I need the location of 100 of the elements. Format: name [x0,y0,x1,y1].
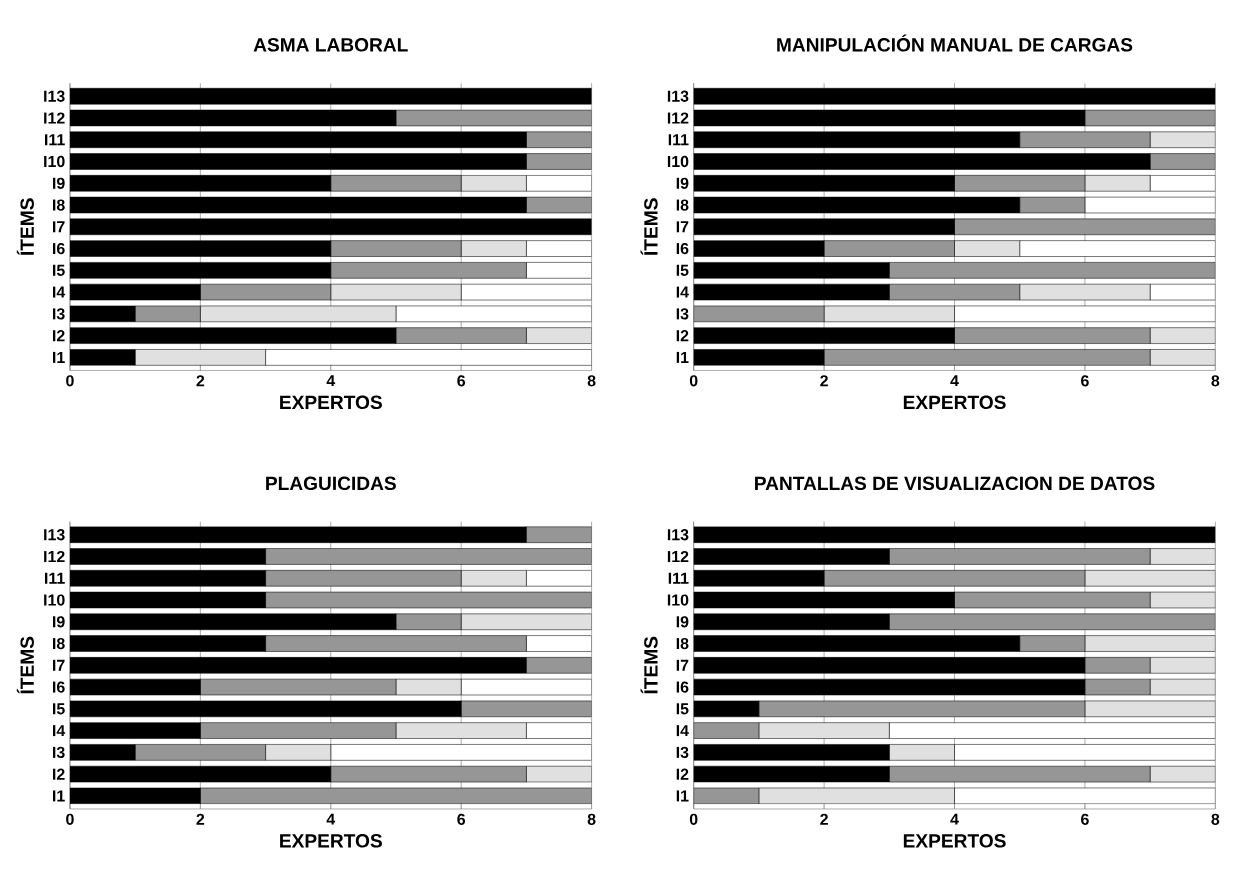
bar [1084,570,1216,587]
bar [823,349,1151,366]
bar [526,327,592,344]
chart-title: PANTALLAS DE VISUALIZACION DE DATOS [755,476,1155,491]
bar [526,657,592,674]
chart-title: MANIPULACIÓN MANUAL DE CARGAS [777,34,1133,52]
y-axis-title: ÍTEMS [640,636,658,694]
y-tick-label: I3 [676,308,689,320]
x-tick-label: 0 [689,375,698,387]
bar [330,744,592,761]
x-tick-label: 4 [326,375,336,387]
y-tick-label: I3 [676,746,689,759]
bar [1149,153,1216,170]
x-tick-label: 4 [326,813,336,825]
bar [889,744,955,761]
bar [1084,657,1151,674]
y-tick-label: I5 [676,264,689,276]
x-tick-label: 0 [66,813,74,825]
bar [134,349,266,366]
bar [1084,678,1151,696]
x-tick-label: 6 [1081,813,1089,825]
bar [758,722,890,739]
y-tick-label: I5 [676,703,689,715]
y-tick-label: I1 [53,351,65,363]
y-tick-label: I12 [44,550,65,563]
y-tick-label: I3 [53,308,65,320]
y-tick-label: I9 [53,616,65,628]
x-tick-label: 8 [587,813,596,825]
y-tick-label: I2 [676,330,689,342]
bar [134,744,266,761]
chart-title: PLAGUICIDAS [266,476,396,491]
y-tick-label: I2 [676,768,689,780]
y-tick-label: I4 [53,286,66,298]
y-tick-label: I11 [668,572,689,584]
y-tick-label: I7 [676,221,689,233]
bar [395,613,462,630]
bar [526,526,592,543]
y-tick-label: I6 [53,242,65,255]
y-tick-label: I13 [667,90,689,102]
bar [1149,131,1216,148]
y-tick-label: I3 [53,746,65,759]
y-tick-label: I10 [44,594,65,606]
bar [1019,131,1151,148]
y-axis-title: ÍTEMS [640,198,658,256]
x-tick-label: 4 [950,813,959,825]
bar [265,635,527,652]
bar [823,570,1086,587]
y-tick-label: I13 [667,529,689,541]
y-tick-label: I4 [676,725,689,737]
y-tick-label: I1 [53,790,65,802]
y-tick-label: I11 [45,134,65,146]
y-tick-label: I6 [676,681,689,693]
y-tick-label: I4 [676,286,689,298]
bar [954,240,1020,257]
x-tick-label: 8 [1211,813,1220,825]
y-tick-label: I8 [676,637,689,650]
y-tick-label: I13 [44,529,65,541]
y-tick-label: I5 [53,703,65,715]
bar [395,327,527,344]
bar [395,722,527,739]
x-tick-label: 2 [820,813,828,825]
y-tick-label: I7 [53,221,65,233]
y-tick-label: I6 [676,242,689,255]
x-tick-label: 0 [66,375,74,387]
x-axis-title: EXPERTOS [280,395,382,410]
bar [265,548,592,565]
x-tick-label: 6 [457,375,466,387]
y-tick-label: I13 [44,90,65,102]
y-tick-label: I8 [676,199,689,211]
y-axis-title: ÍTEMS [16,198,34,256]
bar [265,744,332,761]
bar [460,175,527,192]
bar [460,240,527,257]
y-tick-label: I10 [667,594,689,606]
y-tick-label: I2 [53,330,65,342]
y-tick-label: I2 [53,768,65,780]
y-tick-label: I5 [53,264,65,276]
x-axis-title: EXPERTOS [903,834,1006,848]
y-tick-label: I10 [667,155,689,168]
x-tick-label: 2 [820,375,828,387]
bar [1149,548,1216,565]
y-axis-title: ÍTEMS [16,636,34,694]
bar [460,570,527,587]
y-tick-label: I11 [668,134,689,146]
y-tick-label: I7 [53,659,65,671]
x-axis-title: EXPERTOS [280,834,382,848]
bar [460,613,592,630]
bar [954,327,1151,344]
x-tick-label: 2 [196,813,205,825]
x-tick-label: 0 [689,813,698,825]
y-tick-label: I1 [676,351,689,363]
x-tick-label: 6 [1081,375,1089,387]
bar [1084,175,1151,192]
bar [1149,327,1216,344]
y-tick-label: I8 [53,199,65,211]
y-tick-label: I1 [676,790,689,802]
bar [1149,657,1216,674]
x-tick-label: 4 [950,375,959,387]
x-tick-label: 8 [587,375,596,387]
bar [200,722,397,739]
